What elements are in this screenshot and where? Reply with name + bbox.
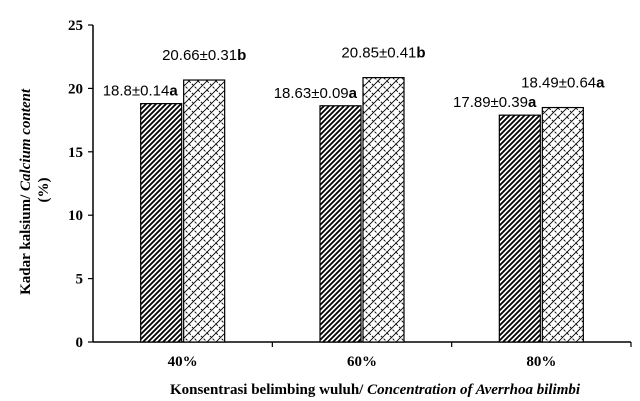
- bars: [140, 77, 584, 343]
- bar-series1-80pct: [498, 114, 541, 343]
- x-tick-label: 80%: [526, 354, 556, 370]
- data-label: 20.66±0.31b: [162, 47, 246, 64]
- y-tick-label: 15: [68, 145, 83, 161]
- y-tick-label: 25: [68, 18, 83, 34]
- data-label: 18.49±0.64a: [521, 75, 605, 92]
- y-tick-label: 0: [76, 335, 84, 351]
- y-tick-label: 10: [68, 208, 83, 224]
- y-axis-title-line1: Kadar kalsium/ Calcium content: [18, 88, 34, 295]
- x-tick-label: 60%: [347, 354, 377, 370]
- data-labels: 18.8±0.14a 20.66±0.31b 18.63±0.09a 20.85±0.…: [103, 45, 605, 112]
- axes: 0 5 10 15 20 25 40% 60% 80%: [68, 18, 632, 370]
- y-axis-title-line2: (%): [36, 178, 52, 203]
- data-label: 17.89±0.39a: [453, 94, 537, 111]
- data-label: 20.85±0.41b: [341, 45, 425, 62]
- bar-series2-40pct: [183, 79, 226, 343]
- bar-series1-60pct: [319, 105, 362, 343]
- y-tick-label: 20: [68, 81, 83, 97]
- y-tick-label: 5: [76, 272, 84, 288]
- bar-series2-80pct: [541, 106, 584, 343]
- x-tick-label: 40%: [168, 354, 198, 370]
- data-label: 18.8±0.14a: [103, 83, 179, 100]
- x-axis-title: Konsentrasi belimbing wuluh/ Concentrati…: [170, 382, 581, 398]
- bar-series1-40pct: [140, 103, 183, 343]
- data-label: 18.63±0.09a: [274, 85, 358, 102]
- y-axis-title: Kadar kalsium/ Calcium content (%): [18, 85, 52, 295]
- bar-series2-60pct: [362, 77, 405, 343]
